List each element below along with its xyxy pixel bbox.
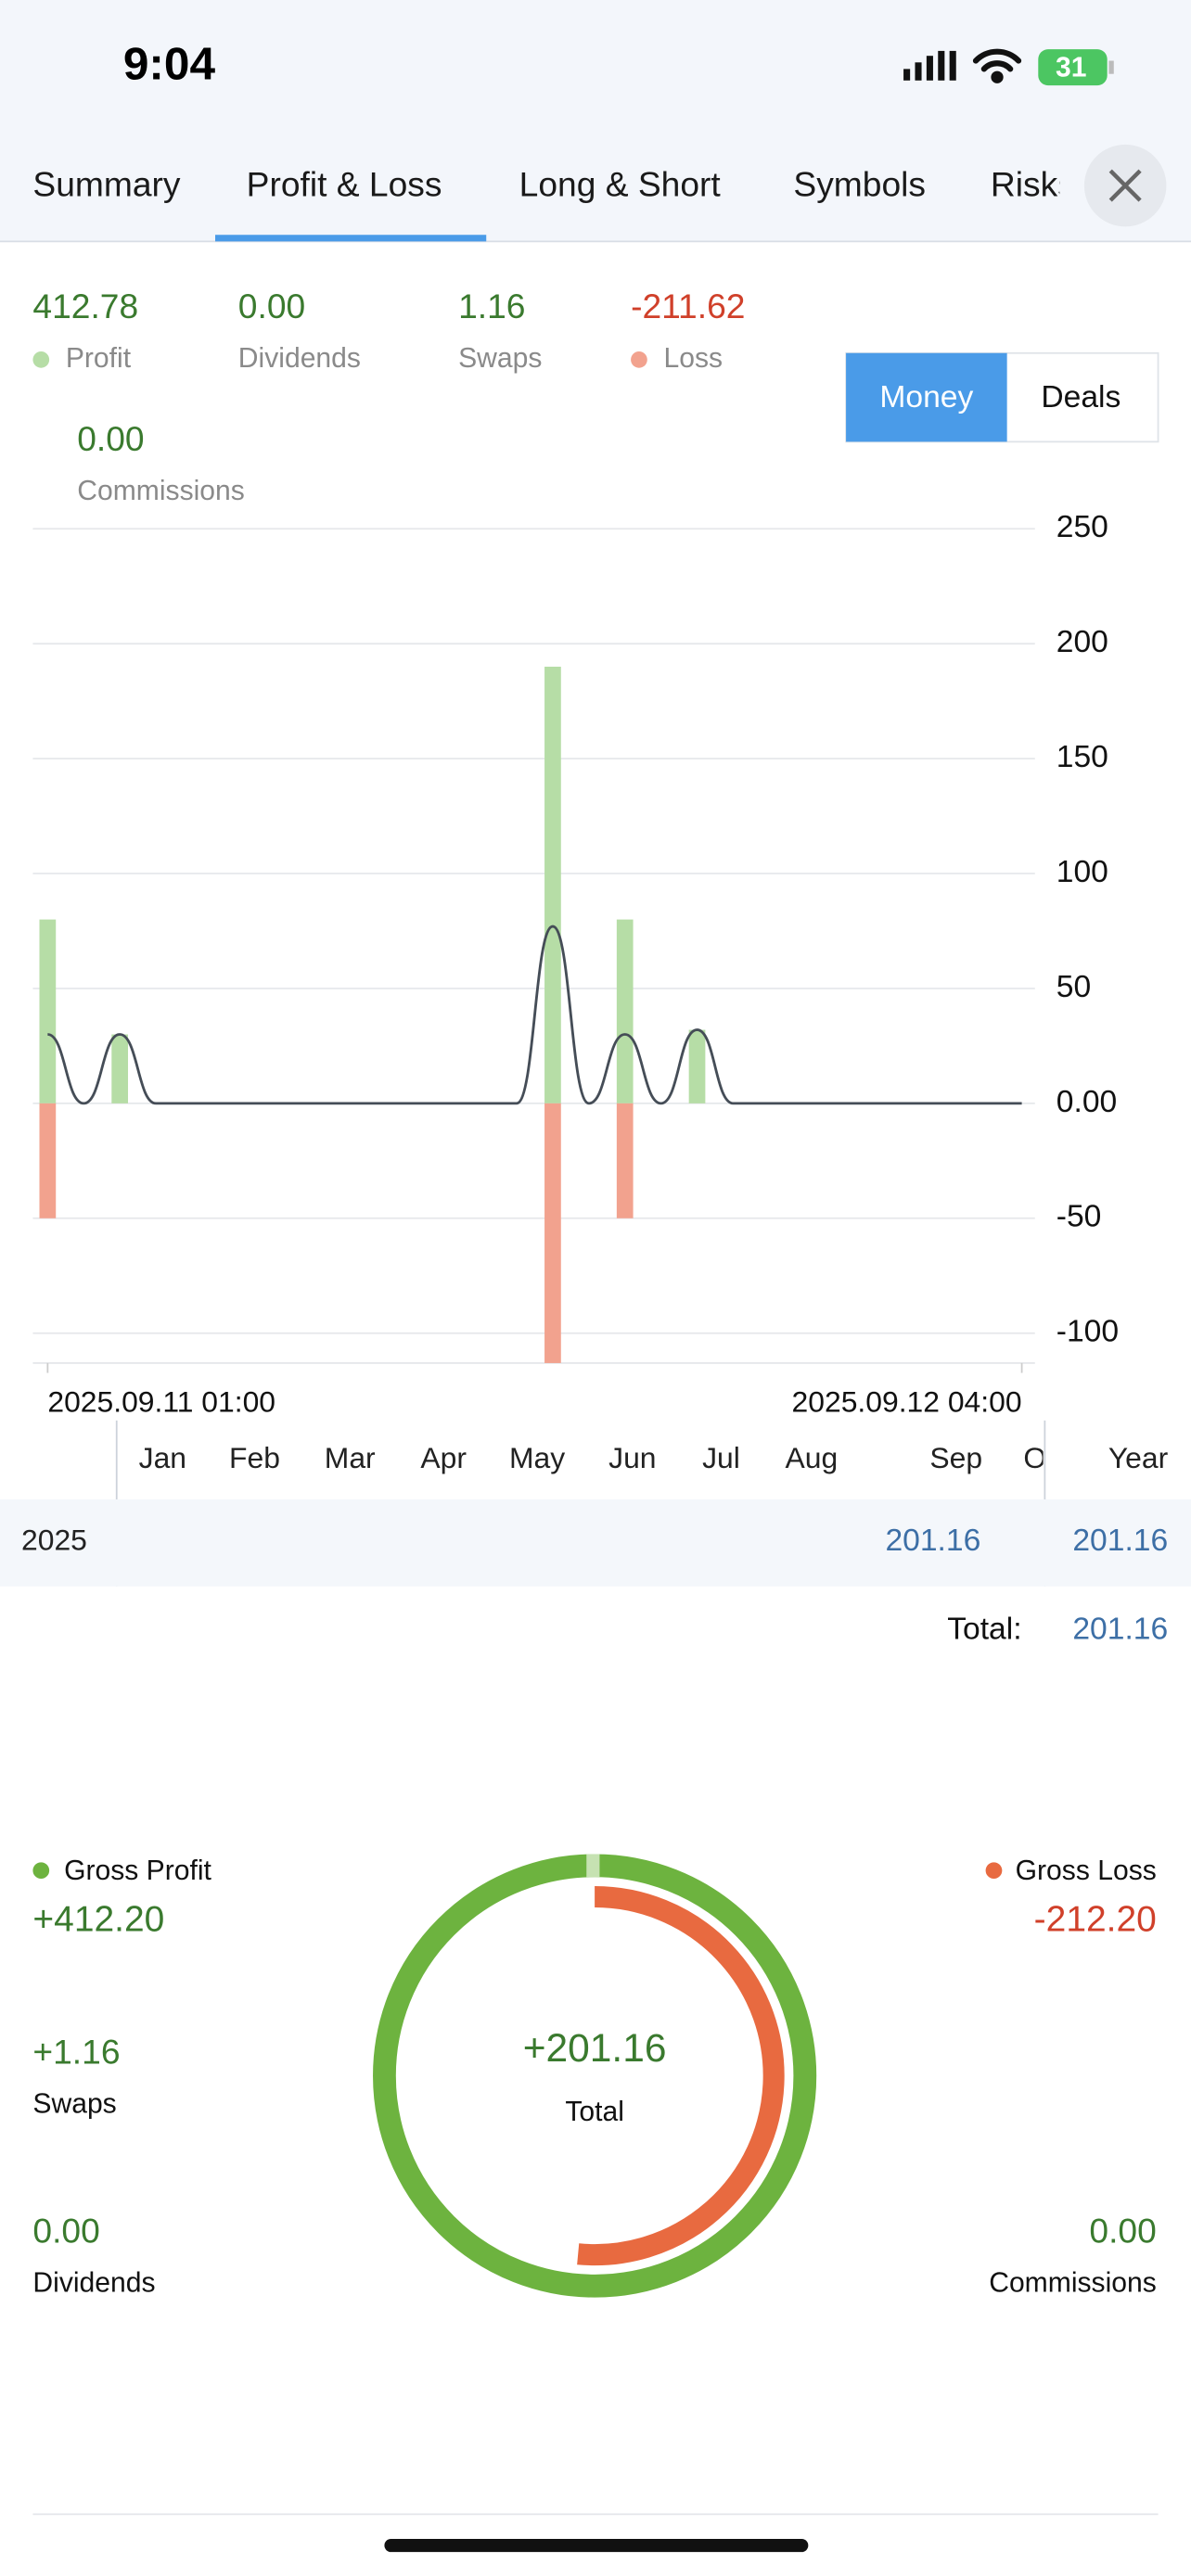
summary-value: 1.16 xyxy=(458,287,525,325)
toggle-option[interactable]: Deals xyxy=(1041,380,1121,414)
summary-label: Swaps xyxy=(458,343,542,374)
y-tick-label: -50 xyxy=(1057,1200,1102,1234)
bar xyxy=(688,1029,706,1103)
row-year: 2025 xyxy=(21,1523,87,1556)
column-header: Feb xyxy=(229,1441,280,1474)
legend-value: -212.20 xyxy=(1034,1899,1157,1939)
legend-dot xyxy=(32,1862,50,1880)
donut-segment xyxy=(577,1886,785,2266)
summary-value: -211.62 xyxy=(631,287,745,325)
summary-value: 0.00 xyxy=(238,287,305,325)
total-label: Total: xyxy=(947,1612,1021,1646)
column-header: Mar xyxy=(325,1441,376,1474)
legend-dot xyxy=(631,351,647,368)
battery xyxy=(1038,49,1108,86)
legend-value: +412.20 xyxy=(32,1899,164,1939)
cell-value: 201.16 xyxy=(885,1524,980,1558)
wifi-icon xyxy=(972,48,1022,83)
side-value: 0.00 xyxy=(1089,2211,1156,2250)
bar xyxy=(111,1034,129,1103)
table-row-bg xyxy=(0,1498,1191,1587)
tab-underline xyxy=(215,235,487,242)
side-label: Dividends xyxy=(32,2267,155,2298)
header-bg xyxy=(0,0,1191,242)
donut-segment xyxy=(373,1854,817,2298)
cell-value: 201.16 xyxy=(1072,1524,1168,1558)
legend-label: Gross Loss xyxy=(1016,1855,1157,1886)
y-tick-label: 50 xyxy=(1057,970,1091,1004)
bar xyxy=(616,919,634,1103)
summary-label: Loss xyxy=(663,343,723,374)
pl-chart: 250 200 150 100 50 0.00 -50 -100 2025.09.11 01:0… xyxy=(32,510,1119,1419)
y-tick-label: 0.00 xyxy=(1057,1085,1117,1119)
side-value: 0.00 xyxy=(32,2211,99,2250)
clock: 9:04 xyxy=(123,38,216,90)
toggle-option[interactable]: Money xyxy=(879,380,973,414)
column-header: Jun xyxy=(608,1441,656,1474)
tab[interactable]: Summary xyxy=(32,165,181,204)
y-tick-label: 150 xyxy=(1057,740,1108,774)
column-header: Jul xyxy=(702,1441,740,1474)
legend-dot xyxy=(985,1862,1003,1880)
summary-label: Commissions xyxy=(77,476,245,506)
net-line xyxy=(46,925,1022,1105)
summary-value: 412.78 xyxy=(32,287,138,325)
column-header: May xyxy=(509,1441,565,1474)
tab[interactable]: Risks xyxy=(991,165,1075,204)
y-tick-label: 250 xyxy=(1057,510,1108,544)
legend-dot xyxy=(32,351,50,368)
bar xyxy=(544,666,561,1103)
bar xyxy=(39,919,57,1103)
y-tick-label: 100 xyxy=(1057,855,1108,889)
column-header: Jan xyxy=(139,1441,186,1474)
legend-label: Gross Profit xyxy=(64,1855,211,1886)
battery-level: 31 xyxy=(1056,52,1086,83)
tab-active[interactable]: Profit & Loss xyxy=(247,165,442,204)
battery-tip xyxy=(1108,60,1114,74)
bar xyxy=(544,1103,561,1363)
y-tick-label: -100 xyxy=(1057,1315,1119,1349)
x-tick-label: 2025.09.12 04:00 xyxy=(792,1385,1022,1419)
x-tick-label: 2025.09.11 01:00 xyxy=(47,1385,275,1419)
donut-center-label: Total xyxy=(565,2097,624,2127)
donut-chart: +201.16 Total Gross Profit +412.20 Gross Los… xyxy=(32,1854,1157,2298)
summary-label: Dividends xyxy=(238,343,361,374)
side-label: Commissions xyxy=(989,2267,1157,2298)
close-button[interactable] xyxy=(1083,144,1167,227)
side-value: +1.16 xyxy=(32,2032,120,2071)
toggle-active[interactable] xyxy=(846,352,1007,442)
bar xyxy=(616,1103,634,1218)
summary-value: 0.00 xyxy=(77,419,144,458)
column-header: Year xyxy=(1108,1441,1169,1474)
column-header: O xyxy=(1023,1441,1046,1474)
column-header: Aug xyxy=(786,1441,839,1474)
total-value: 201.16 xyxy=(1072,1612,1168,1646)
summary-label: Profit xyxy=(66,343,132,374)
home-indicator xyxy=(384,2538,809,2553)
donut-gap xyxy=(586,1854,600,1878)
tab[interactable]: Long & Short xyxy=(519,165,722,204)
side-label: Swaps xyxy=(32,2088,116,2119)
bar xyxy=(39,1103,57,1218)
tab[interactable]: Symbols xyxy=(793,165,926,204)
signal-icon xyxy=(903,50,956,81)
column-header: Sep xyxy=(929,1441,982,1474)
column-header: Apr xyxy=(420,1441,467,1474)
donut-center-value: +201.16 xyxy=(523,2027,667,2071)
y-tick-label: 200 xyxy=(1057,625,1108,659)
